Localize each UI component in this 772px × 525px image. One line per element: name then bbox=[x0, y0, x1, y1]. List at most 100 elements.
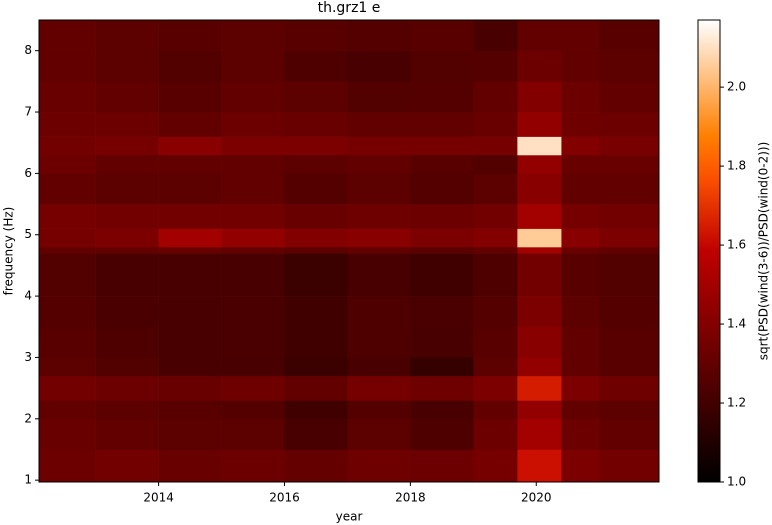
heatmap-cell bbox=[517, 449, 562, 483]
x-tick-label: 2020 bbox=[521, 491, 552, 505]
heatmap-cell bbox=[284, 253, 348, 297]
heatmap-cell bbox=[221, 81, 285, 113]
heatmap-cell bbox=[599, 296, 660, 328]
y-tick-label: 7 bbox=[24, 105, 32, 119]
heatmap-cell bbox=[410, 173, 474, 205]
y-tick-label: 4 bbox=[24, 289, 32, 303]
heatmap-cell bbox=[599, 204, 660, 229]
heatmap-cell bbox=[599, 247, 660, 254]
heatmap-cell bbox=[221, 112, 285, 137]
heatmap-cell bbox=[561, 400, 600, 420]
heatmap-cell bbox=[517, 357, 562, 377]
heatmap-cell bbox=[39, 326, 96, 358]
heatmap-cell bbox=[561, 136, 600, 156]
heatmap-cell bbox=[410, 20, 474, 51]
heatmap-cell bbox=[517, 375, 562, 401]
heatmap-cell bbox=[517, 253, 562, 297]
y-axis-label: frequency (Hz) bbox=[2, 207, 16, 296]
heatmap-cell bbox=[517, 326, 562, 358]
x-axis-label: year bbox=[336, 510, 363, 524]
heatmap-cell bbox=[158, 136, 222, 156]
heatmap-cell bbox=[284, 20, 348, 51]
heatmap-cell bbox=[221, 20, 285, 51]
heatmap-cell bbox=[410, 357, 474, 377]
heatmap-cell bbox=[284, 173, 348, 205]
heatmap-cell bbox=[95, 296, 159, 328]
heatmap-cell bbox=[517, 204, 562, 229]
heatmap-cell bbox=[39, 418, 96, 450]
heatmap-cell bbox=[517, 20, 562, 51]
heatmap-cell bbox=[221, 228, 285, 248]
heatmap-cell bbox=[221, 296, 285, 328]
heatmap-cell bbox=[561, 418, 600, 450]
heatmap-cell bbox=[39, 253, 96, 297]
heatmap-cell bbox=[158, 357, 222, 377]
heatmap-cell bbox=[39, 296, 96, 328]
heatmap-cell bbox=[39, 154, 96, 174]
heatmap-cell bbox=[284, 81, 348, 113]
colorbar-tick-label: 1.0 bbox=[727, 475, 746, 489]
heatmap-cell bbox=[347, 357, 411, 377]
heatmap-cell bbox=[39, 136, 96, 156]
heatmap-cell bbox=[95, 326, 159, 358]
y-tick-label: 8 bbox=[24, 43, 32, 57]
heatmap-cell bbox=[221, 154, 285, 174]
heatmap-cell bbox=[95, 136, 159, 156]
heatmap-cell bbox=[39, 81, 96, 113]
heatmap-cell bbox=[221, 50, 285, 82]
heatmap-cell bbox=[347, 136, 411, 156]
heatmap-cell bbox=[473, 50, 518, 82]
heatmap-cell bbox=[473, 20, 518, 51]
heatmap-cell bbox=[410, 326, 474, 358]
heatmap-cell bbox=[473, 400, 518, 420]
heatmap-cell bbox=[517, 296, 562, 328]
heatmap-cell bbox=[158, 326, 222, 358]
heatmap-cell bbox=[284, 247, 348, 254]
heatmap-cell bbox=[95, 50, 159, 82]
heatmap-cell bbox=[284, 154, 348, 174]
heatmap-cell bbox=[158, 375, 222, 401]
heatmap-cell bbox=[410, 418, 474, 450]
heatmap-cell bbox=[517, 81, 562, 113]
heatmap-cell bbox=[39, 173, 96, 205]
heatmap-cell bbox=[158, 112, 222, 137]
heatmap-cell bbox=[39, 228, 96, 248]
heatmap-cell bbox=[599, 173, 660, 205]
heatmap-cell bbox=[347, 375, 411, 401]
heatmap-cell bbox=[473, 418, 518, 450]
heatmap-cell bbox=[221, 375, 285, 401]
heatmap-cell bbox=[473, 204, 518, 229]
heatmap-cell bbox=[284, 326, 348, 358]
heatmap-cell bbox=[561, 326, 600, 358]
heatmap-cell bbox=[95, 449, 159, 483]
heatmap-cell bbox=[347, 154, 411, 174]
heatmap-cell bbox=[347, 20, 411, 51]
heatmap-cell bbox=[561, 357, 600, 377]
heatmap-cell bbox=[517, 400, 562, 420]
heatmap-cell bbox=[284, 112, 348, 137]
heatmap-cell bbox=[561, 112, 600, 137]
heatmap-cell bbox=[39, 50, 96, 82]
heatmap-cell bbox=[599, 449, 660, 483]
heatmap-cell bbox=[410, 449, 474, 483]
heatmap-cell bbox=[221, 253, 285, 297]
heatmap-cell bbox=[473, 112, 518, 137]
heatmap-cell bbox=[221, 357, 285, 377]
heatmap-cell bbox=[599, 112, 660, 137]
colorbar-tick-label: 1.4 bbox=[727, 317, 746, 331]
heatmap-cell bbox=[158, 154, 222, 174]
heatmap-cell bbox=[599, 400, 660, 420]
heatmap-cell bbox=[158, 400, 222, 420]
heatmap-cell bbox=[158, 81, 222, 113]
heatmap-cell bbox=[599, 154, 660, 174]
heatmap-cell bbox=[473, 81, 518, 113]
heatmap-cell bbox=[347, 81, 411, 113]
heatmap-cell bbox=[158, 418, 222, 450]
colorbar-tick-label: 1.6 bbox=[727, 238, 746, 252]
plot-frame bbox=[38, 19, 660, 483]
heatmap-cell bbox=[517, 112, 562, 137]
colorbar-tick-label: 2.0 bbox=[727, 80, 746, 94]
heatmap-cell bbox=[284, 449, 348, 483]
heatmap-cell bbox=[347, 247, 411, 254]
heatmap-cell bbox=[347, 326, 411, 358]
